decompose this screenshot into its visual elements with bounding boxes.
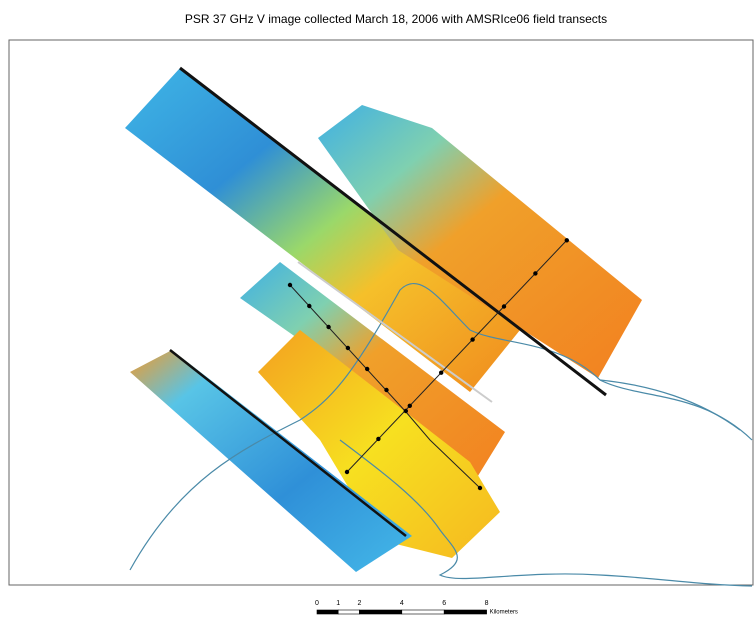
sample-point: [346, 346, 350, 350]
scale-label: 0: [315, 600, 319, 607]
sample-point: [533, 271, 537, 275]
map-title: PSR 37 GHz V image collected March 18, 2…: [185, 12, 607, 26]
scale-label: 2: [357, 600, 361, 607]
sample-point: [565, 238, 569, 242]
sample-point: [307, 304, 311, 308]
sample-point: [384, 388, 388, 392]
scale-segment: [317, 610, 338, 614]
scale-segment: [444, 610, 486, 614]
sample-point: [439, 371, 443, 375]
sample-point: [470, 337, 474, 341]
sample-point: [288, 283, 292, 287]
scale-segment: [402, 610, 444, 614]
scale-unit: Kilometers: [490, 610, 518, 616]
scale-label: 8: [485, 600, 489, 607]
map-figure: PSR 37 GHz V image collected March 18, 2…: [0, 0, 754, 618]
sample-point: [376, 437, 380, 441]
sample-point: [345, 470, 349, 474]
scale-segment: [338, 610, 359, 614]
scale-label: 4: [400, 600, 404, 607]
sample-point: [408, 404, 412, 408]
scale-label: 6: [442, 600, 446, 607]
scale-label: 1: [336, 600, 340, 607]
sample-point: [478, 486, 482, 490]
sample-point: [404, 409, 408, 413]
sample-point: [326, 325, 330, 329]
sample-point: [365, 367, 369, 371]
scale-segment: [359, 610, 401, 614]
sample-point: [502, 304, 506, 308]
